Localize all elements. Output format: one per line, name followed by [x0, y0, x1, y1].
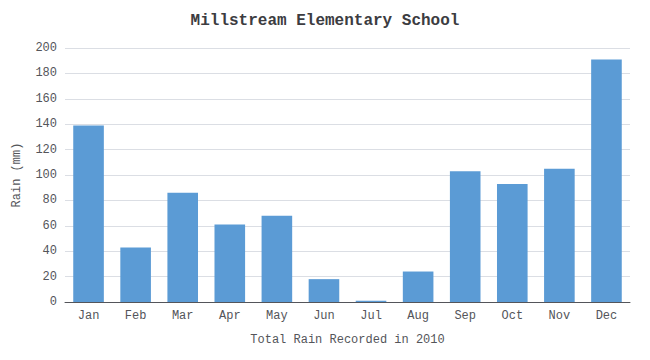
svg-text:100: 100 [35, 168, 57, 182]
svg-text:120: 120 [35, 143, 57, 157]
svg-text:Sep: Sep [454, 309, 476, 323]
svg-text:Nov: Nov [549, 309, 571, 323]
svg-text:160: 160 [35, 92, 57, 106]
svg-text:Dec: Dec [596, 309, 618, 323]
svg-text:Jan: Jan [78, 309, 100, 323]
svg-text:May: May [266, 309, 288, 323]
svg-text:0: 0 [50, 295, 57, 309]
svg-text:Rain (mm): Rain (mm) [10, 143, 24, 208]
svg-text:200: 200 [35, 41, 57, 55]
svg-text:Aug: Aug [407, 309, 429, 323]
svg-text:Jun: Jun [313, 309, 335, 323]
svg-text:40: 40 [43, 244, 57, 258]
svg-text:Mar: Mar [172, 309, 194, 323]
svg-text:Millstream Elementary School: Millstream Elementary School [191, 12, 460, 30]
svg-text:20: 20 [43, 270, 57, 284]
svg-text:Apr: Apr [219, 309, 241, 323]
svg-text:180: 180 [35, 66, 57, 80]
svg-text:Feb: Feb [125, 309, 147, 323]
svg-text:60: 60 [43, 219, 57, 233]
svg-text:Oct: Oct [501, 309, 523, 323]
svg-text:140: 140 [35, 117, 57, 131]
svg-text:Total Rain Recorded in 2010: Total Rain Recorded in 2010 [250, 333, 444, 347]
svg-text:Jul: Jul [360, 309, 382, 323]
svg-text:80: 80 [43, 193, 57, 207]
